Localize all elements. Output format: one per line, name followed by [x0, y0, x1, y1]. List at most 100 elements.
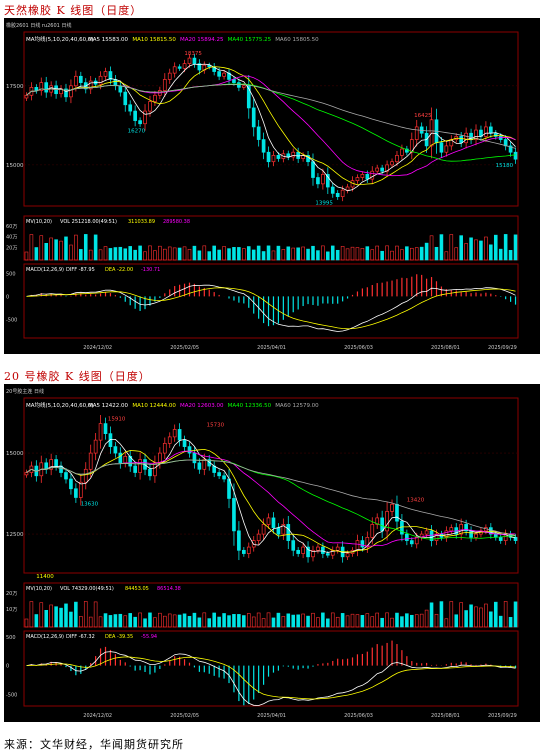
volume-bar — [108, 615, 113, 628]
volume-bar — [187, 249, 192, 261]
source-note: 来源：文华财经，华闻期货研究所 — [4, 738, 184, 751]
candle-body — [311, 549, 315, 558]
volume-bar — [429, 235, 434, 261]
volume-bar — [177, 247, 182, 261]
volume-bar — [419, 613, 424, 628]
volume-bar — [340, 613, 345, 628]
volume-bar — [237, 247, 241, 261]
macd-diff-line — [26, 651, 516, 706]
macd-y-tick-2: -500 — [6, 318, 17, 324]
volume-bar — [138, 245, 142, 261]
price-annotation-0: 15910 — [108, 417, 126, 423]
volume-bar — [479, 240, 483, 261]
ma-value-0: MA5 12422.00 — [88, 403, 128, 409]
candle-body — [232, 79, 236, 83]
volume-bar — [29, 601, 34, 628]
candle-body — [380, 167, 384, 172]
ma-value-3: MA40 15775.25 — [228, 37, 272, 43]
volume-bar — [59, 607, 63, 628]
candle-body — [182, 63, 187, 69]
price-annotation-4: 11400 — [36, 574, 54, 580]
volume-value-0: VOL 74329.00(49:51) — [60, 586, 114, 592]
volume-bar — [350, 246, 355, 261]
candle-body — [296, 151, 301, 159]
main-plot-frame — [23, 31, 519, 207]
volume-bar — [64, 603, 68, 628]
macd-y-tick-0: 500 — [6, 271, 16, 277]
volume-bar — [256, 612, 261, 628]
volume-bar — [98, 249, 103, 261]
candle-body — [162, 443, 167, 454]
candle-body — [325, 553, 330, 556]
macd-value-0: DIFF -67.32 — [66, 634, 95, 640]
volume-bar — [182, 613, 187, 628]
price-annotation-2: 13995 — [315, 201, 333, 207]
macd-diff-line — [26, 284, 516, 332]
volume-bar — [345, 615, 350, 628]
volume-bar — [232, 614, 236, 628]
candle-body — [153, 94, 157, 102]
volume-bar — [429, 602, 434, 628]
candle-body — [123, 455, 128, 464]
tsr20-kline-svg[interactable]: 20号胶主连 日线 MA均线(5,10,20,40,60,0)MA5 12422.… — [4, 384, 540, 722]
candle-body — [256, 533, 261, 541]
ma-header: MA均线(5,10,20,40,60,0) — [26, 35, 94, 43]
volume-value-2: 86514.38 — [157, 586, 181, 592]
volume-bar — [464, 610, 468, 628]
volume-bar — [424, 242, 429, 261]
candle-body — [355, 177, 360, 182]
macd-plot-frame — [23, 630, 519, 707]
candle-body — [138, 459, 142, 473]
volume-bar — [350, 613, 355, 628]
volume-bar — [330, 245, 335, 261]
volume-plot-frame — [23, 582, 519, 628]
toolbar-label: 20号胶主连 日线 — [6, 388, 44, 395]
candle-body — [187, 57, 192, 64]
candle-body — [103, 423, 108, 434]
volume-bar — [39, 602, 44, 628]
macd-value-1: DEA -22.00 — [105, 267, 133, 273]
volume-bar — [212, 612, 216, 628]
volume-bar — [88, 616, 93, 628]
x-tick-4: 2025/08/01 — [431, 713, 460, 719]
candle-body — [98, 423, 103, 441]
candle-body — [375, 517, 380, 525]
volume-bar — [271, 250, 276, 261]
candle-body — [39, 82, 44, 91]
volume-bar — [128, 613, 132, 628]
macd-value-2: -55.94 — [141, 634, 157, 640]
candle-body — [64, 472, 68, 480]
volume-bar — [123, 248, 128, 261]
volume-bar — [217, 249, 221, 261]
candle-body — [197, 63, 202, 71]
volume-bar — [395, 612, 399, 628]
volume-bar — [222, 613, 226, 628]
candle-body — [113, 79, 118, 87]
volume-bar — [54, 606, 58, 628]
volume-bar — [469, 604, 473, 628]
rubber-kline-svg[interactable]: 橡胶2601 日线 ru2601 日线 MA均线(5,10,20,40,60,0)… — [4, 18, 540, 354]
volume-bar — [375, 245, 379, 261]
volume-bar — [44, 243, 49, 261]
rubber-kline-chart[interactable]: 橡胶2601 日线 ru2601 日线 MA均线(5,10,20,40,60,0)… — [4, 18, 540, 354]
volume-bar — [158, 245, 162, 261]
volume-bar — [93, 234, 98, 261]
volume-bar — [414, 614, 419, 628]
candle-body — [498, 537, 503, 541]
volume-bar — [306, 248, 310, 261]
macd-dea-line — [26, 656, 516, 700]
candle-body — [291, 540, 296, 551]
candle-body — [98, 75, 103, 85]
volume-bar — [246, 613, 251, 628]
volume-bar — [49, 604, 53, 628]
tsr20-kline-chart[interactable]: 20号胶主连 日线 MA均线(5,10,20,40,60,0) MA5 12422.… — [4, 384, 540, 722]
macd-dea-line — [26, 287, 516, 330]
ma-line-5 — [26, 438, 516, 554]
volume-bar — [227, 615, 231, 628]
volume-bar — [503, 234, 508, 261]
candle-body — [375, 167, 380, 172]
volume-bar — [251, 249, 256, 261]
volume-bar — [261, 618, 266, 628]
candle-body — [93, 439, 98, 454]
volume-bar — [459, 602, 463, 628]
